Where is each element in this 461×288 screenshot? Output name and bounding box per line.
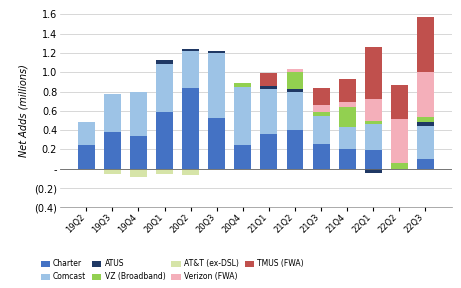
Bar: [339, 79, 356, 102]
Legend: Charter, Comcast, ATUS, VZ (Broadband), AT&T (ex-DSL), Verizon (FWA), TMUS (FWA): Charter, Comcast, ATUS, VZ (Broadband), …: [41, 259, 303, 281]
Bar: [339, 102, 356, 107]
Bar: [130, 136, 147, 169]
Bar: [417, 122, 434, 126]
Bar: [391, 163, 408, 169]
Bar: [391, 85, 408, 119]
Bar: [260, 89, 278, 134]
Bar: [365, 124, 382, 150]
Bar: [182, 88, 199, 169]
Bar: [417, 117, 434, 122]
Bar: [391, 119, 408, 163]
Bar: [156, 60, 173, 64]
Bar: [365, 169, 382, 173]
Bar: [234, 145, 251, 169]
Bar: [313, 88, 330, 105]
Bar: [417, 159, 434, 169]
Bar: [104, 169, 121, 174]
Bar: [339, 127, 356, 149]
Bar: [156, 169, 173, 174]
Bar: [365, 99, 382, 120]
Bar: [417, 17, 434, 72]
Bar: [182, 51, 199, 88]
Bar: [365, 47, 382, 99]
Bar: [234, 83, 251, 87]
Bar: [130, 169, 147, 177]
Bar: [417, 72, 434, 117]
Bar: [365, 120, 382, 124]
Bar: [287, 92, 303, 130]
Bar: [287, 89, 303, 92]
Bar: [156, 112, 173, 169]
Bar: [313, 105, 330, 112]
Bar: [417, 126, 434, 159]
Bar: [260, 73, 278, 86]
Bar: [339, 149, 356, 169]
Bar: [365, 150, 382, 169]
Bar: [260, 86, 278, 89]
Bar: [78, 122, 95, 145]
Bar: [234, 87, 251, 145]
Bar: [313, 144, 330, 169]
Bar: [104, 132, 121, 169]
Bar: [182, 169, 199, 175]
Bar: [208, 53, 225, 118]
Bar: [260, 134, 278, 169]
Bar: [287, 72, 303, 89]
Bar: [313, 112, 330, 116]
Bar: [313, 116, 330, 144]
Y-axis label: Net Adds (millions): Net Adds (millions): [18, 65, 29, 157]
Bar: [339, 107, 356, 127]
Bar: [78, 145, 95, 169]
Bar: [208, 118, 225, 169]
Bar: [104, 94, 121, 132]
Bar: [156, 64, 173, 112]
Bar: [182, 49, 199, 51]
Bar: [130, 92, 147, 136]
Bar: [287, 130, 303, 169]
Bar: [208, 51, 225, 53]
Bar: [287, 69, 303, 72]
